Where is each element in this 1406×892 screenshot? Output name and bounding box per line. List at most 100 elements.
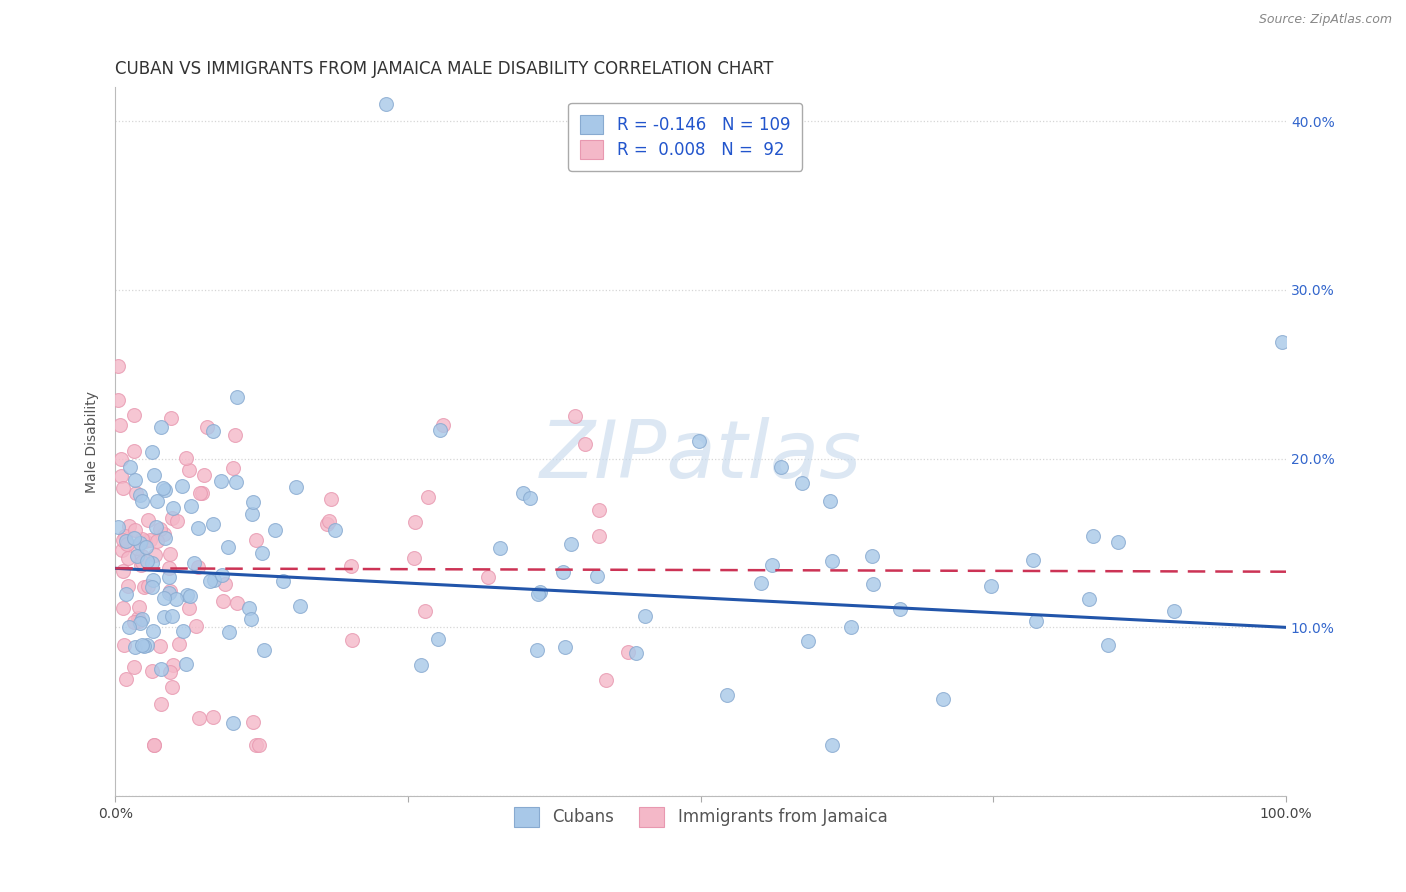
Immigrants from Jamaica <box>177 601 200 615</box>
Cubans <box>125 549 148 563</box>
Text: CUBAN VS IMMIGRANTS FROM JAMAICA MALE DISABILITY CORRELATION CHART: CUBAN VS IMMIGRANTS FROM JAMAICA MALE DI… <box>115 60 773 78</box>
Immigrants from Jamaica <box>340 558 363 573</box>
Immigrants from Jamaica <box>150 697 173 711</box>
Immigrants from Jamaica <box>432 417 454 432</box>
Cubans <box>761 558 783 572</box>
Cubans <box>201 517 224 532</box>
Immigrants from Jamaica <box>153 526 176 541</box>
Cubans <box>131 494 153 508</box>
Immigrants from Jamaica <box>166 514 188 528</box>
Cubans <box>240 508 263 522</box>
Cubans <box>129 488 152 502</box>
Immigrants from Jamaica <box>157 561 180 575</box>
Immigrants from Jamaica <box>128 614 150 628</box>
Immigrants from Jamaica <box>127 611 149 625</box>
Cubans <box>860 549 883 563</box>
Cubans <box>149 420 172 434</box>
Immigrants from Jamaica <box>132 580 155 594</box>
Immigrants from Jamaica <box>110 417 132 432</box>
Cubans <box>688 434 710 448</box>
Immigrants from Jamaica <box>222 461 245 475</box>
Immigrants from Jamaica <box>143 548 166 562</box>
Immigrants from Jamaica <box>124 523 146 537</box>
Cubans <box>180 499 202 513</box>
Cubans <box>120 460 142 475</box>
Cubans <box>115 534 138 549</box>
Cubans <box>142 624 165 639</box>
Legend: Cubans, Immigrants from Jamaica: Cubans, Immigrants from Jamaica <box>508 800 894 834</box>
Cubans <box>238 601 260 615</box>
Cubans <box>124 640 146 654</box>
Immigrants from Jamaica <box>122 444 145 458</box>
Immigrants from Jamaica <box>162 657 184 672</box>
Immigrants from Jamaica <box>321 491 343 506</box>
Immigrants from Jamaica <box>187 711 209 725</box>
Cubans <box>862 577 884 591</box>
Cubans <box>174 657 197 672</box>
Immigrants from Jamaica <box>134 533 156 548</box>
Immigrants from Jamaica <box>159 665 181 679</box>
Cubans <box>839 620 862 634</box>
Immigrants from Jamaica <box>111 565 134 579</box>
Cubans <box>134 639 156 653</box>
Cubans <box>129 536 152 550</box>
Immigrants from Jamaica <box>129 558 152 572</box>
Cubans <box>152 481 174 495</box>
Immigrants from Jamaica <box>564 409 586 423</box>
Immigrants from Jamaica <box>225 596 247 610</box>
Cubans <box>157 569 180 583</box>
Cubans <box>253 643 276 657</box>
Immigrants from Jamaica <box>616 645 638 659</box>
Immigrants from Jamaica <box>122 615 145 629</box>
Immigrants from Jamaica <box>242 714 264 729</box>
Cubans <box>149 662 172 676</box>
Cubans <box>152 610 174 624</box>
Immigrants from Jamaica <box>187 560 209 574</box>
Immigrants from Jamaica <box>588 529 610 543</box>
Cubans <box>529 584 551 599</box>
Cubans <box>157 585 180 599</box>
Immigrants from Jamaica <box>318 514 340 528</box>
Cubans <box>560 537 582 551</box>
Immigrants from Jamaica <box>195 419 218 434</box>
Cubans <box>162 501 184 516</box>
Cubans <box>526 587 548 601</box>
Immigrants from Jamaica <box>131 555 153 569</box>
Immigrants from Jamaica <box>245 533 267 547</box>
Immigrants from Jamaica <box>107 392 129 407</box>
Cubans <box>263 524 285 538</box>
Immigrants from Jamaica <box>160 511 183 525</box>
Immigrants from Jamaica <box>413 604 436 618</box>
Cubans <box>131 638 153 652</box>
Cubans <box>526 643 548 657</box>
Immigrants from Jamaica <box>128 600 150 615</box>
Immigrants from Jamaica <box>131 532 153 546</box>
Y-axis label: Male Disability: Male Disability <box>86 391 100 492</box>
Immigrants from Jamaica <box>245 739 267 753</box>
Immigrants from Jamaica <box>122 408 145 422</box>
Cubans <box>172 624 194 639</box>
Cubans <box>218 625 240 640</box>
Cubans <box>250 546 273 560</box>
Cubans <box>135 638 157 652</box>
Immigrants from Jamaica <box>149 639 172 653</box>
Cubans <box>489 541 512 556</box>
Cubans <box>1097 639 1119 653</box>
Cubans <box>124 473 146 487</box>
Immigrants from Jamaica <box>202 710 225 724</box>
Cubans <box>818 494 841 508</box>
Cubans <box>1078 592 1101 607</box>
Immigrants from Jamaica <box>588 502 610 516</box>
Cubans <box>179 589 201 603</box>
Immigrants from Jamaica <box>184 619 207 633</box>
Immigrants from Jamaica <box>146 533 169 548</box>
Cubans <box>749 576 772 591</box>
Immigrants from Jamaica <box>117 578 139 592</box>
Cubans <box>716 688 738 702</box>
Cubans <box>980 579 1002 593</box>
Immigrants from Jamaica <box>141 664 163 678</box>
Immigrants from Jamaica <box>214 577 236 591</box>
Cubans <box>1271 335 1294 350</box>
Cubans <box>429 423 451 437</box>
Cubans <box>131 612 153 626</box>
